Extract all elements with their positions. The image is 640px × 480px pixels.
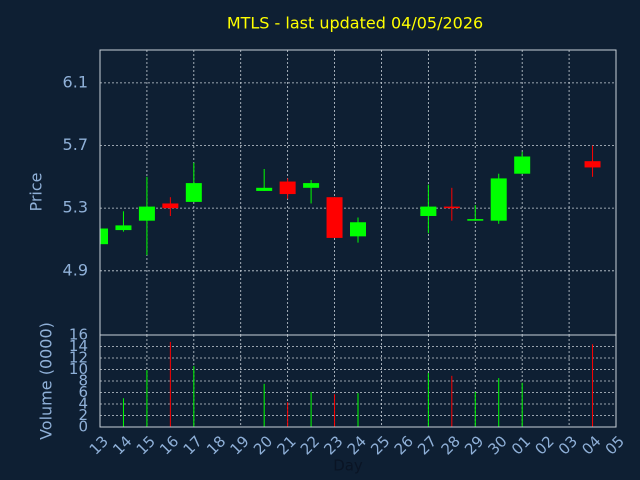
- x-tick-label: 20: [250, 432, 276, 458]
- candle-body: [138, 206, 155, 221]
- candle-body: [162, 203, 179, 209]
- x-tick-label: 13: [86, 432, 112, 458]
- volume-tick-label: 0: [78, 418, 88, 436]
- x-tick-label: 17: [180, 432, 206, 458]
- volume-tick-label: 16: [69, 326, 88, 344]
- candle-body: [514, 156, 531, 174]
- x-tick-label: 18: [203, 432, 229, 458]
- x-tick-label: 22: [297, 432, 323, 458]
- candle-body: [279, 181, 296, 195]
- y-axis-label: Price: [27, 172, 46, 211]
- x-tick-label: 28: [438, 432, 464, 458]
- x-tick-label: 04: [578, 432, 604, 458]
- x-axis-label: Day: [333, 457, 363, 475]
- volume-tick-label: 6: [78, 383, 88, 401]
- x-tick-label: 21: [273, 432, 299, 458]
- x-tick-label: 02: [531, 432, 557, 458]
- volume-frame: [99, 334, 617, 428]
- x-tick-label: 19: [227, 432, 253, 458]
- price-frame: [99, 49, 617, 336]
- y-tick-label: 5.3: [63, 198, 88, 217]
- candle-body: [115, 225, 132, 231]
- volume-tick-label: 14: [69, 337, 88, 355]
- x-tick-label: 14: [109, 432, 135, 458]
- candle-body: [185, 183, 202, 202]
- candle-body: [420, 206, 437, 216]
- volume-tick-label: 2: [78, 406, 88, 424]
- candle-body: [443, 206, 460, 209]
- candle-body: [350, 222, 366, 237]
- candle-body: [584, 161, 601, 168]
- y-tick-label: 5.7: [63, 135, 88, 154]
- x-tick-label: 29: [461, 432, 487, 458]
- x-tick-label: 15: [133, 432, 159, 458]
- volume-tick-label: 4: [78, 395, 88, 413]
- x-tick-label: 16: [156, 432, 182, 458]
- chart-title: MTLS - last updated 04/05/2026: [227, 14, 483, 33]
- candle-body: [256, 187, 273, 191]
- candle-body: [303, 183, 320, 188]
- x-tick-label: 01: [508, 432, 534, 458]
- y-tick-label: 6.1: [63, 72, 88, 91]
- volume-tick-label: 12: [69, 349, 88, 367]
- candle-body: [467, 219, 484, 221]
- x-tick-label: 03: [555, 432, 581, 458]
- y-tick-label: 4.9: [63, 260, 88, 279]
- x-tick-label: 05: [602, 432, 628, 458]
- x-tick-label: 30: [485, 432, 511, 458]
- candle-body: [326, 197, 343, 238]
- volume-tick-label: 8: [78, 372, 88, 390]
- candle-body: [100, 228, 108, 245]
- x-tick-label: 23: [320, 432, 346, 458]
- x-tick-label: 27: [414, 432, 440, 458]
- x-tick-label: 25: [367, 432, 393, 458]
- x-tick-label: 26: [391, 432, 417, 458]
- volume-axis-label: Volume (0000): [37, 322, 56, 440]
- candle-body: [490, 178, 507, 221]
- volume-tick-label: 10: [69, 360, 88, 378]
- x-tick-label: 24: [344, 432, 370, 458]
